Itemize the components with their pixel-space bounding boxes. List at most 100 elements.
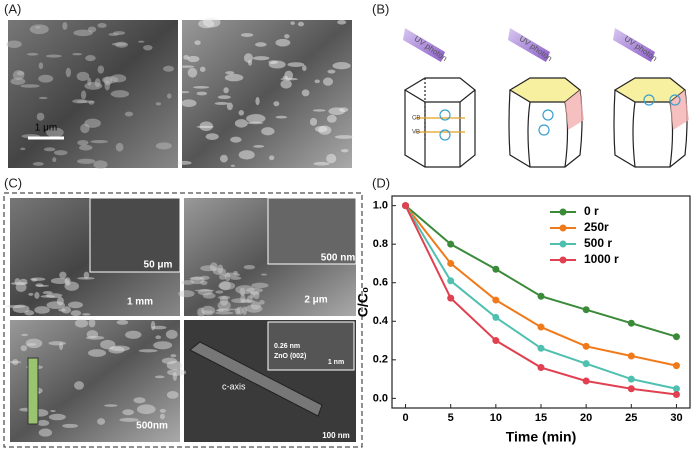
grain bbox=[259, 300, 265, 305]
x-axis-label: Time (min) bbox=[506, 429, 577, 445]
x-tick-label: 30 bbox=[670, 412, 682, 424]
grain bbox=[340, 148, 349, 153]
grain bbox=[34, 306, 50, 314]
data-point bbox=[492, 313, 500, 321]
grain bbox=[238, 109, 245, 116]
grain bbox=[287, 62, 305, 67]
grain bbox=[252, 56, 270, 61]
grain bbox=[20, 345, 28, 352]
grain bbox=[231, 298, 250, 304]
scale-label: 1 nm bbox=[328, 359, 344, 366]
legend-label: 500 r bbox=[584, 236, 612, 250]
data-point bbox=[627, 375, 635, 383]
grain bbox=[197, 307, 205, 317]
texture bbox=[5, 262, 269, 437]
grain bbox=[217, 95, 231, 100]
grain bbox=[61, 306, 72, 314]
sem-inset bbox=[89, 197, 181, 273]
grain bbox=[166, 93, 172, 99]
grain bbox=[36, 419, 50, 427]
grain bbox=[53, 150, 68, 156]
panel-label: (B) bbox=[372, 1, 389, 16]
grain bbox=[124, 111, 134, 117]
grain bbox=[84, 118, 101, 128]
grain bbox=[93, 160, 108, 169]
lattice-label: 0.26 nm bbox=[274, 343, 300, 350]
x-tick-label: 5 bbox=[448, 412, 454, 424]
grain bbox=[6, 40, 22, 49]
grain bbox=[43, 147, 56, 152]
data-point bbox=[582, 342, 590, 350]
grain bbox=[38, 96, 48, 100]
chart: 0.0 0.2 0.4 0.6 0.8 1.0 0 5 10 15 20 25 30 Time (min)… bbox=[355, 195, 691, 445]
grain bbox=[225, 71, 235, 75]
grain bbox=[137, 40, 145, 43]
axis-label: c-axis bbox=[222, 381, 246, 391]
grain bbox=[240, 33, 254, 37]
y-tick-label: 0.4 bbox=[373, 315, 389, 327]
grain bbox=[233, 270, 238, 275]
grain bbox=[116, 319, 129, 325]
grain bbox=[38, 74, 54, 83]
data-point bbox=[582, 306, 590, 314]
grain bbox=[187, 55, 200, 63]
grain bbox=[153, 341, 173, 350]
grain bbox=[275, 38, 291, 47]
grain bbox=[284, 34, 290, 39]
grain bbox=[110, 74, 127, 83]
texture bbox=[6, 17, 354, 169]
y-tick-label: 0.2 bbox=[373, 354, 388, 366]
x-tick-label: 15 bbox=[535, 412, 547, 424]
grain bbox=[108, 32, 119, 36]
grain bbox=[230, 276, 242, 280]
grain bbox=[312, 109, 326, 112]
grain bbox=[133, 397, 146, 404]
grain bbox=[125, 330, 142, 339]
plot-frame bbox=[391, 195, 691, 409]
grain bbox=[170, 354, 177, 358]
grain bbox=[48, 413, 66, 421]
grain bbox=[219, 280, 231, 291]
grain bbox=[309, 117, 318, 126]
grain bbox=[166, 369, 187, 376]
grain bbox=[62, 21, 68, 30]
grain bbox=[72, 53, 83, 56]
legend-marker bbox=[559, 256, 567, 264]
grain bbox=[230, 164, 235, 167]
grain bbox=[21, 333, 29, 337]
grain bbox=[74, 319, 89, 328]
grain bbox=[314, 79, 320, 84]
series-line bbox=[404, 204, 677, 338]
panel-label: (D) bbox=[372, 175, 390, 190]
y-tick-label: 0.6 bbox=[373, 277, 388, 289]
grain bbox=[194, 289, 215, 292]
grain bbox=[32, 161, 44, 166]
grain bbox=[159, 413, 165, 420]
y-tick-label: 1.0 bbox=[373, 200, 388, 212]
grain bbox=[28, 292, 34, 296]
grain bbox=[77, 158, 96, 164]
grain bbox=[26, 52, 39, 56]
grain bbox=[253, 291, 260, 300]
grain bbox=[29, 24, 49, 35]
grain bbox=[318, 125, 332, 135]
grain bbox=[209, 262, 218, 272]
grain bbox=[166, 391, 179, 399]
grain bbox=[200, 280, 208, 286]
grain bbox=[261, 127, 275, 136]
grain bbox=[337, 20, 347, 25]
grain bbox=[199, 66, 206, 72]
y-tick-label: 0.8 bbox=[373, 238, 388, 250]
grain bbox=[301, 89, 310, 97]
data-point bbox=[627, 352, 635, 360]
grain bbox=[84, 82, 103, 90]
y-tick-label: 0.0 bbox=[373, 392, 388, 404]
grain bbox=[243, 53, 253, 63]
grain bbox=[74, 381, 84, 390]
grain bbox=[196, 91, 208, 96]
grain bbox=[104, 404, 118, 407]
crystal-diagrams bbox=[403, 28, 689, 168]
grain bbox=[48, 341, 66, 346]
grain bbox=[46, 301, 65, 309]
grain bbox=[280, 79, 292, 89]
